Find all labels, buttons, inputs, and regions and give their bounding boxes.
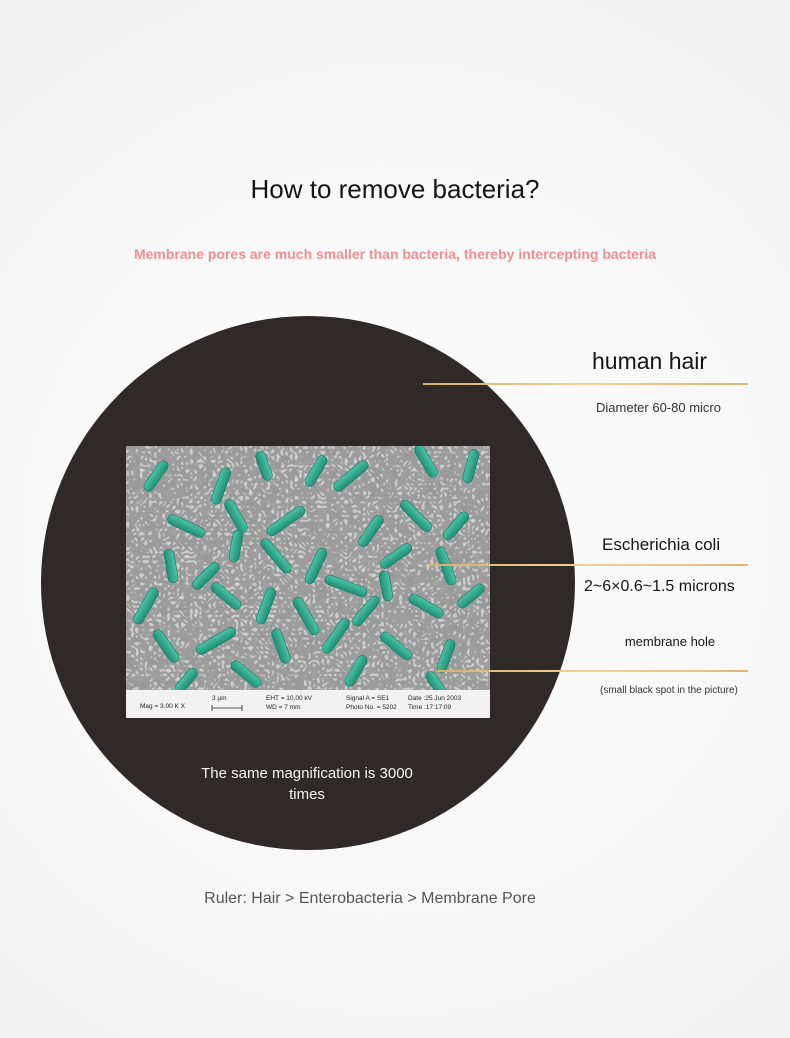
- signal-text: Signal A = SE1: [346, 695, 390, 702]
- hole-title: membrane hole: [624, 634, 716, 649]
- scale-bar: [211, 705, 243, 711]
- bacterium-rod: [210, 582, 242, 610]
- bacterium-rod: [378, 570, 394, 602]
- bacterium-rod: [210, 467, 232, 505]
- bacterium-rod: [224, 499, 248, 533]
- bacterium-rod: [322, 618, 350, 654]
- bacterium-rod: [380, 543, 412, 569]
- scale-text: 3 µm: [212, 695, 227, 702]
- bacterium-rod: [152, 629, 180, 663]
- bacterium-rod: [400, 500, 432, 532]
- bacterium-rod: [352, 595, 380, 627]
- bacterium-rod: [266, 505, 306, 537]
- bacterium-rod: [442, 511, 470, 541]
- hole-note: (small black spot in the picture): [600, 685, 738, 696]
- bacterium-rod: [255, 587, 277, 625]
- bacterium-rod: [143, 460, 169, 492]
- bacterium-rod: [271, 628, 291, 664]
- bacterium-rod: [167, 514, 205, 538]
- hole-leader-line: [436, 670, 748, 672]
- magnification-caption: The same magnification is 3000 times: [201, 765, 413, 803]
- bacterium-rod: [358, 515, 384, 547]
- bacterium-rod: [133, 587, 159, 625]
- bacterium-rod: [304, 455, 328, 487]
- hair-title: human hair: [592, 348, 708, 374]
- bacterium-rod: [414, 446, 438, 478]
- bacterium-rod: [255, 451, 273, 481]
- micrograph-svg: Mag = 3.00 K X 3 µm EHT = 10.00 kV WD = …: [126, 446, 490, 718]
- bacterium-rod: [344, 655, 368, 687]
- bacterium-rod: [292, 596, 320, 636]
- bacterium-rod: [379, 631, 413, 661]
- bacterium-rod: [408, 593, 444, 619]
- hair-description: Diameter 60-80 micro: [596, 400, 721, 415]
- electron-micrograph: Mag = 3.00 K X 3 µm EHT = 10.00 kV WD = …: [126, 446, 490, 718]
- membrane-holes: [126, 446, 490, 692]
- wd-text: WD = 7 mm: [266, 704, 301, 711]
- ruler-text: Ruler: Hair > Enterobacteria > Membrane …: [204, 890, 536, 907]
- bacterium-rod: [228, 529, 244, 563]
- bacterium-rod: [163, 548, 179, 584]
- bacterium-rod: [260, 538, 292, 574]
- bacterium-rod: [230, 660, 262, 688]
- ecoli-size: 2~6×0.6~1.5 microns: [584, 578, 735, 595]
- time-text: Time :17:17:09: [408, 704, 452, 711]
- bacterium-rod: [324, 574, 368, 598]
- ecoli-leader-line: [428, 564, 748, 566]
- photo-text: Photo No. = 5202: [346, 704, 397, 711]
- bacterium-rod: [195, 627, 237, 655]
- bacterium-rod: [333, 460, 369, 492]
- mag-text: Mag = 3.00 K X: [140, 703, 186, 710]
- bacteria-group: [133, 446, 485, 697]
- eht-text: EHT = 10.00 kV: [266, 695, 313, 702]
- ecoli-title: Escherichia coli: [602, 535, 721, 554]
- micrograph-info-bar: [126, 690, 490, 718]
- bacterium-rod: [462, 449, 480, 483]
- bacterium-rod: [457, 583, 485, 609]
- hair-leader-line: [423, 383, 748, 385]
- page-title: How to remove bacteria?: [250, 174, 540, 204]
- bacterium-rod: [304, 548, 328, 584]
- page-subtitle: Membrane pores are much smaller than bac…: [133, 246, 657, 262]
- bacterium-rod: [192, 562, 220, 590]
- date-text: Date :25 Jun 2003: [408, 695, 462, 702]
